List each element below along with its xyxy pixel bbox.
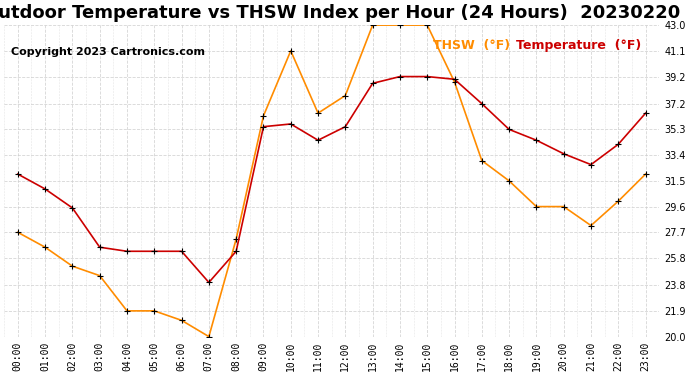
THSW  (°F) (560, 204, 568, 209)
THSW  (°F) (614, 199, 622, 203)
Text: Copyright 2023 Cartronics.com: Copyright 2023 Cartronics.com (11, 47, 205, 57)
Temperature  (°F) (642, 111, 650, 116)
Temperature  (°F) (532, 138, 540, 142)
Temperature  (°F) (286, 122, 295, 126)
Temperature  (°F) (396, 74, 404, 79)
THSW  (°F) (477, 158, 486, 163)
THSW  (°F) (232, 237, 240, 242)
Line: Temperature  (°F): Temperature (°F) (14, 73, 649, 286)
THSW  (°F) (205, 334, 213, 339)
Temperature  (°F) (177, 249, 186, 254)
THSW  (°F) (396, 23, 404, 27)
Temperature  (°F) (150, 249, 159, 254)
THSW  (°F) (68, 264, 77, 268)
Temperature  (°F) (314, 138, 322, 142)
Temperature  (°F) (368, 81, 377, 86)
THSW  (°F) (505, 178, 513, 183)
Temperature  (°F) (560, 152, 568, 156)
THSW  (°F) (177, 318, 186, 322)
THSW  (°F) (123, 309, 131, 313)
Temperature  (°F) (232, 249, 240, 254)
THSW  (°F) (341, 93, 349, 98)
THSW  (°F) (423, 23, 431, 27)
Temperature  (°F) (123, 249, 131, 254)
Temperature  (°F) (68, 206, 77, 210)
THSW  (°F) (532, 204, 540, 209)
Line: THSW  (°F): THSW (°F) (14, 22, 649, 340)
THSW  (°F) (259, 114, 268, 118)
THSW  (°F) (14, 230, 22, 235)
Temperature  (°F) (587, 162, 595, 167)
Temperature  (°F) (451, 77, 459, 81)
Temperature  (°F) (505, 127, 513, 132)
THSW  (°F) (41, 245, 49, 249)
Temperature  (°F) (14, 172, 22, 176)
Temperature  (°F) (341, 124, 349, 129)
Temperature  (°F) (614, 142, 622, 147)
Temperature  (°F) (41, 187, 49, 191)
THSW  (°F) (95, 273, 104, 278)
Temperature  (°F) (477, 101, 486, 106)
Temperature  (°F) (423, 74, 431, 79)
Title: Outdoor Temperature vs THSW Index per Hour (24 Hours)  20230220: Outdoor Temperature vs THSW Index per Ho… (0, 4, 680, 22)
Temperature  (°F) (259, 124, 268, 129)
THSW  (°F) (150, 309, 159, 313)
THSW  (°F) (451, 80, 459, 84)
Temperature  (°F) (205, 280, 213, 285)
THSW  (°F) (286, 49, 295, 53)
Legend: THSW  (°F), Temperature  (°F): THSW (°F), Temperature (°F) (428, 34, 647, 57)
THSW  (°F) (587, 223, 595, 228)
THSW  (°F) (314, 111, 322, 116)
THSW  (°F) (368, 23, 377, 27)
Temperature  (°F) (95, 245, 104, 249)
THSW  (°F) (642, 172, 650, 176)
